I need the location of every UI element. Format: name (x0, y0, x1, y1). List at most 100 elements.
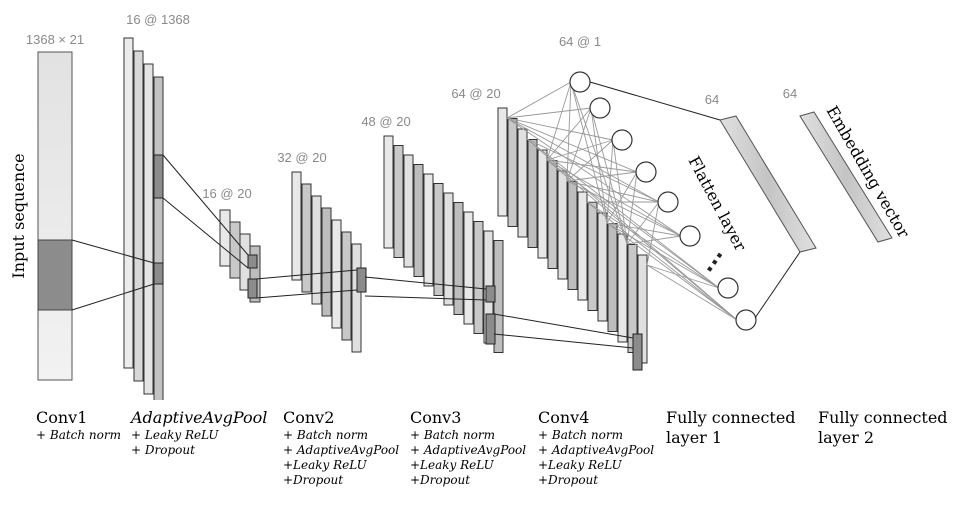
receptive-field-highlight (485, 285, 496, 303)
receptive-field-highlight (153, 154, 164, 199)
feature-map (443, 192, 454, 306)
conv2-dim-label: 32 @ 20 (277, 150, 326, 165)
stage-op: +Leaky ReLU (410, 458, 494, 472)
flatten-connection-line (570, 81, 608, 224)
flatten-node (657, 191, 679, 213)
flatten-connection-line (586, 201, 738, 321)
stage-name: Conv4 (538, 408, 590, 427)
flatten-node (569, 71, 591, 93)
stage-conv3: Conv3 + Batch norm + AdaptiveAvgPool +Le… (410, 408, 526, 488)
flatten-connection-line (606, 171, 638, 224)
receptive-field-highlight (632, 333, 643, 371)
flatten-connection-line (646, 264, 720, 289)
stage-op: + AdaptiveAvgPool (410, 443, 527, 457)
feature-map (507, 118, 518, 227)
flatten-connection-line (566, 180, 682, 237)
stage-name-line2: layer 2 (818, 428, 875, 447)
flatten-connection-line (566, 171, 638, 182)
stage-conv4: Conv4 + Batch norm + AdaptiveAvgPool +Le… (538, 408, 654, 488)
fc-layer-1-bar (719, 115, 817, 253)
stage-op: + AdaptiveAvgPool (538, 443, 655, 457)
feature-map (249, 245, 261, 303)
flatten-connection-line (612, 139, 628, 245)
feature-map (567, 181, 578, 290)
stage-op: + Batch norm (410, 428, 495, 442)
flatten-connection-line (566, 81, 572, 182)
stage-adaptive-avg-pool: AdaptiveAvgPool + Leaky ReLU + Dropout (131, 408, 267, 458)
pooled-feature-maps (219, 209, 261, 303)
flatten-node (735, 309, 757, 331)
flatten-nodes (569, 71, 757, 331)
feature-map (597, 212, 608, 322)
flatten-node (679, 225, 701, 247)
stage-op: +Leaky ReLU (283, 458, 367, 472)
input-sequence-label: Input sequence (9, 153, 28, 278)
stage-name: Fully connected (666, 408, 796, 427)
flatten-node (589, 97, 611, 119)
receptive-field-connectors (71, 154, 634, 349)
feature-map (453, 202, 464, 315)
stage-op: +Dropout (283, 473, 344, 487)
feature-map (587, 202, 598, 311)
flatten-connection-line (546, 159, 720, 289)
stage-op: + Dropout (131, 443, 195, 457)
feature-map (301, 183, 312, 293)
feature-map (229, 221, 241, 279)
receptive-field-highlight (356, 267, 367, 293)
flatten-dim-label: 64 @ 1 (559, 34, 601, 49)
feature-map (143, 63, 154, 395)
flatten-connection-line (526, 138, 738, 321)
feature-map (617, 233, 628, 343)
stage-op: + AdaptiveAvgPool (283, 443, 400, 457)
flatten-connection-line (506, 117, 638, 173)
flatten-connection-line (646, 264, 738, 321)
flatten-connection-line (526, 138, 660, 203)
conv1-dim-label: 16 @ 1368 (126, 12, 190, 27)
receptive-field-highlight (247, 278, 258, 299)
flatten-connection-line (606, 222, 738, 321)
feature-map (423, 173, 434, 287)
feature-map (473, 221, 484, 334)
flatten-connection-line (590, 107, 608, 224)
flatten-connection-line (506, 107, 592, 119)
receptive-field-highlight (485, 313, 496, 345)
conv4-dim-label: 64 @ 20 (451, 86, 500, 101)
stage-conv2: Conv2 + Batch norm + AdaptiveAvgPool +Le… (283, 408, 399, 488)
flatten-connection-line (506, 117, 682, 237)
stage-op: +Leaky ReLU (538, 458, 622, 472)
stage-op: +Dropout (538, 473, 599, 487)
conv3-feature-maps (383, 135, 504, 353)
stage-fc2: Fully connected layer 2 (818, 408, 948, 448)
flatten-connection-line (626, 201, 660, 245)
feature-map (547, 160, 558, 269)
feature-map (497, 107, 508, 217)
feature-map (219, 209, 231, 267)
flatten-connection-line (646, 201, 660, 266)
stage-name: AdaptiveAvgPool (131, 408, 268, 427)
feature-map (537, 149, 548, 259)
stage-name: Conv2 (283, 408, 335, 427)
feature-map (577, 191, 588, 301)
feature-map (123, 37, 134, 369)
stage-name: Conv1 (36, 408, 88, 427)
fc2-dim-label: 64 (783, 86, 797, 101)
conv4-feature-maps (497, 107, 648, 371)
feature-map (463, 211, 474, 325)
flatten-node (635, 161, 657, 183)
feature-map (607, 223, 618, 332)
feature-map (433, 183, 444, 296)
receptive-field-highlight (153, 262, 164, 285)
stage-name-line2: layer 1 (666, 428, 723, 447)
input-sequence-block (37, 51, 73, 381)
flatten-connection-line (606, 222, 682, 237)
stage-op: + Batch norm (283, 428, 368, 442)
pool-dim-label: 16 @ 20 (202, 186, 251, 201)
fc-connectors (589, 81, 801, 319)
feature-map (517, 128, 528, 238)
input-dim-label: 1368 × 21 (26, 32, 84, 47)
conv3-dim-label: 48 @ 20 (361, 114, 410, 129)
feature-map (383, 135, 394, 249)
flatten-node (717, 277, 739, 299)
flatten-connection-line (586, 201, 720, 289)
flatten-connection-line (626, 171, 638, 245)
